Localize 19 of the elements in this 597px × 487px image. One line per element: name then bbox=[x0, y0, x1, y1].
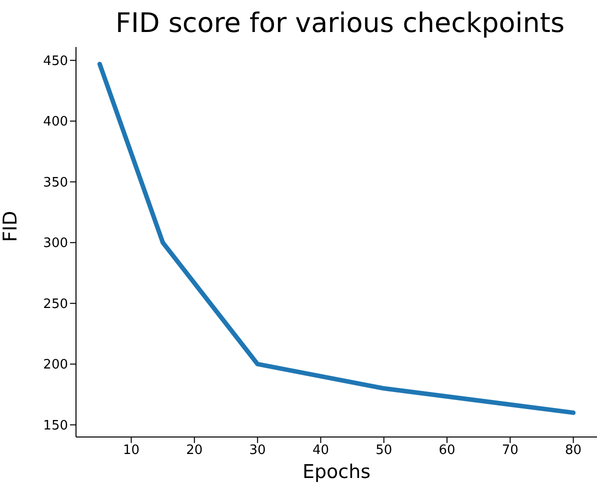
y-tick-label: 200 bbox=[43, 358, 68, 373]
y-tick-label: 450 bbox=[43, 54, 68, 69]
y-tick-label: 300 bbox=[43, 236, 68, 252]
y-tick-label: 250 bbox=[43, 296, 68, 312]
chart-title: FID score for various checkpoints bbox=[114, 8, 566, 39]
x-tick-label: 40 bbox=[312, 443, 329, 458]
x-tick-label: 30 bbox=[249, 443, 266, 458]
y-axis-title: FID bbox=[0, 210, 22, 242]
y-tick-label: 400 bbox=[43, 114, 68, 130]
x-tick-label: 80 bbox=[565, 443, 582, 458]
y-tick-label: 150 bbox=[43, 418, 68, 434]
x-axis-title: Epochs bbox=[302, 461, 371, 483]
line-series bbox=[97, 62, 576, 415]
x-tick-label: 70 bbox=[502, 443, 518, 458]
y-tick-label: 350 bbox=[43, 175, 68, 190]
x-tick-label: 20 bbox=[186, 443, 203, 458]
x-tick-label: 60 bbox=[438, 443, 456, 458]
x-tick-label: 10 bbox=[122, 443, 140, 458]
x-tick-label: 50 bbox=[376, 443, 392, 458]
